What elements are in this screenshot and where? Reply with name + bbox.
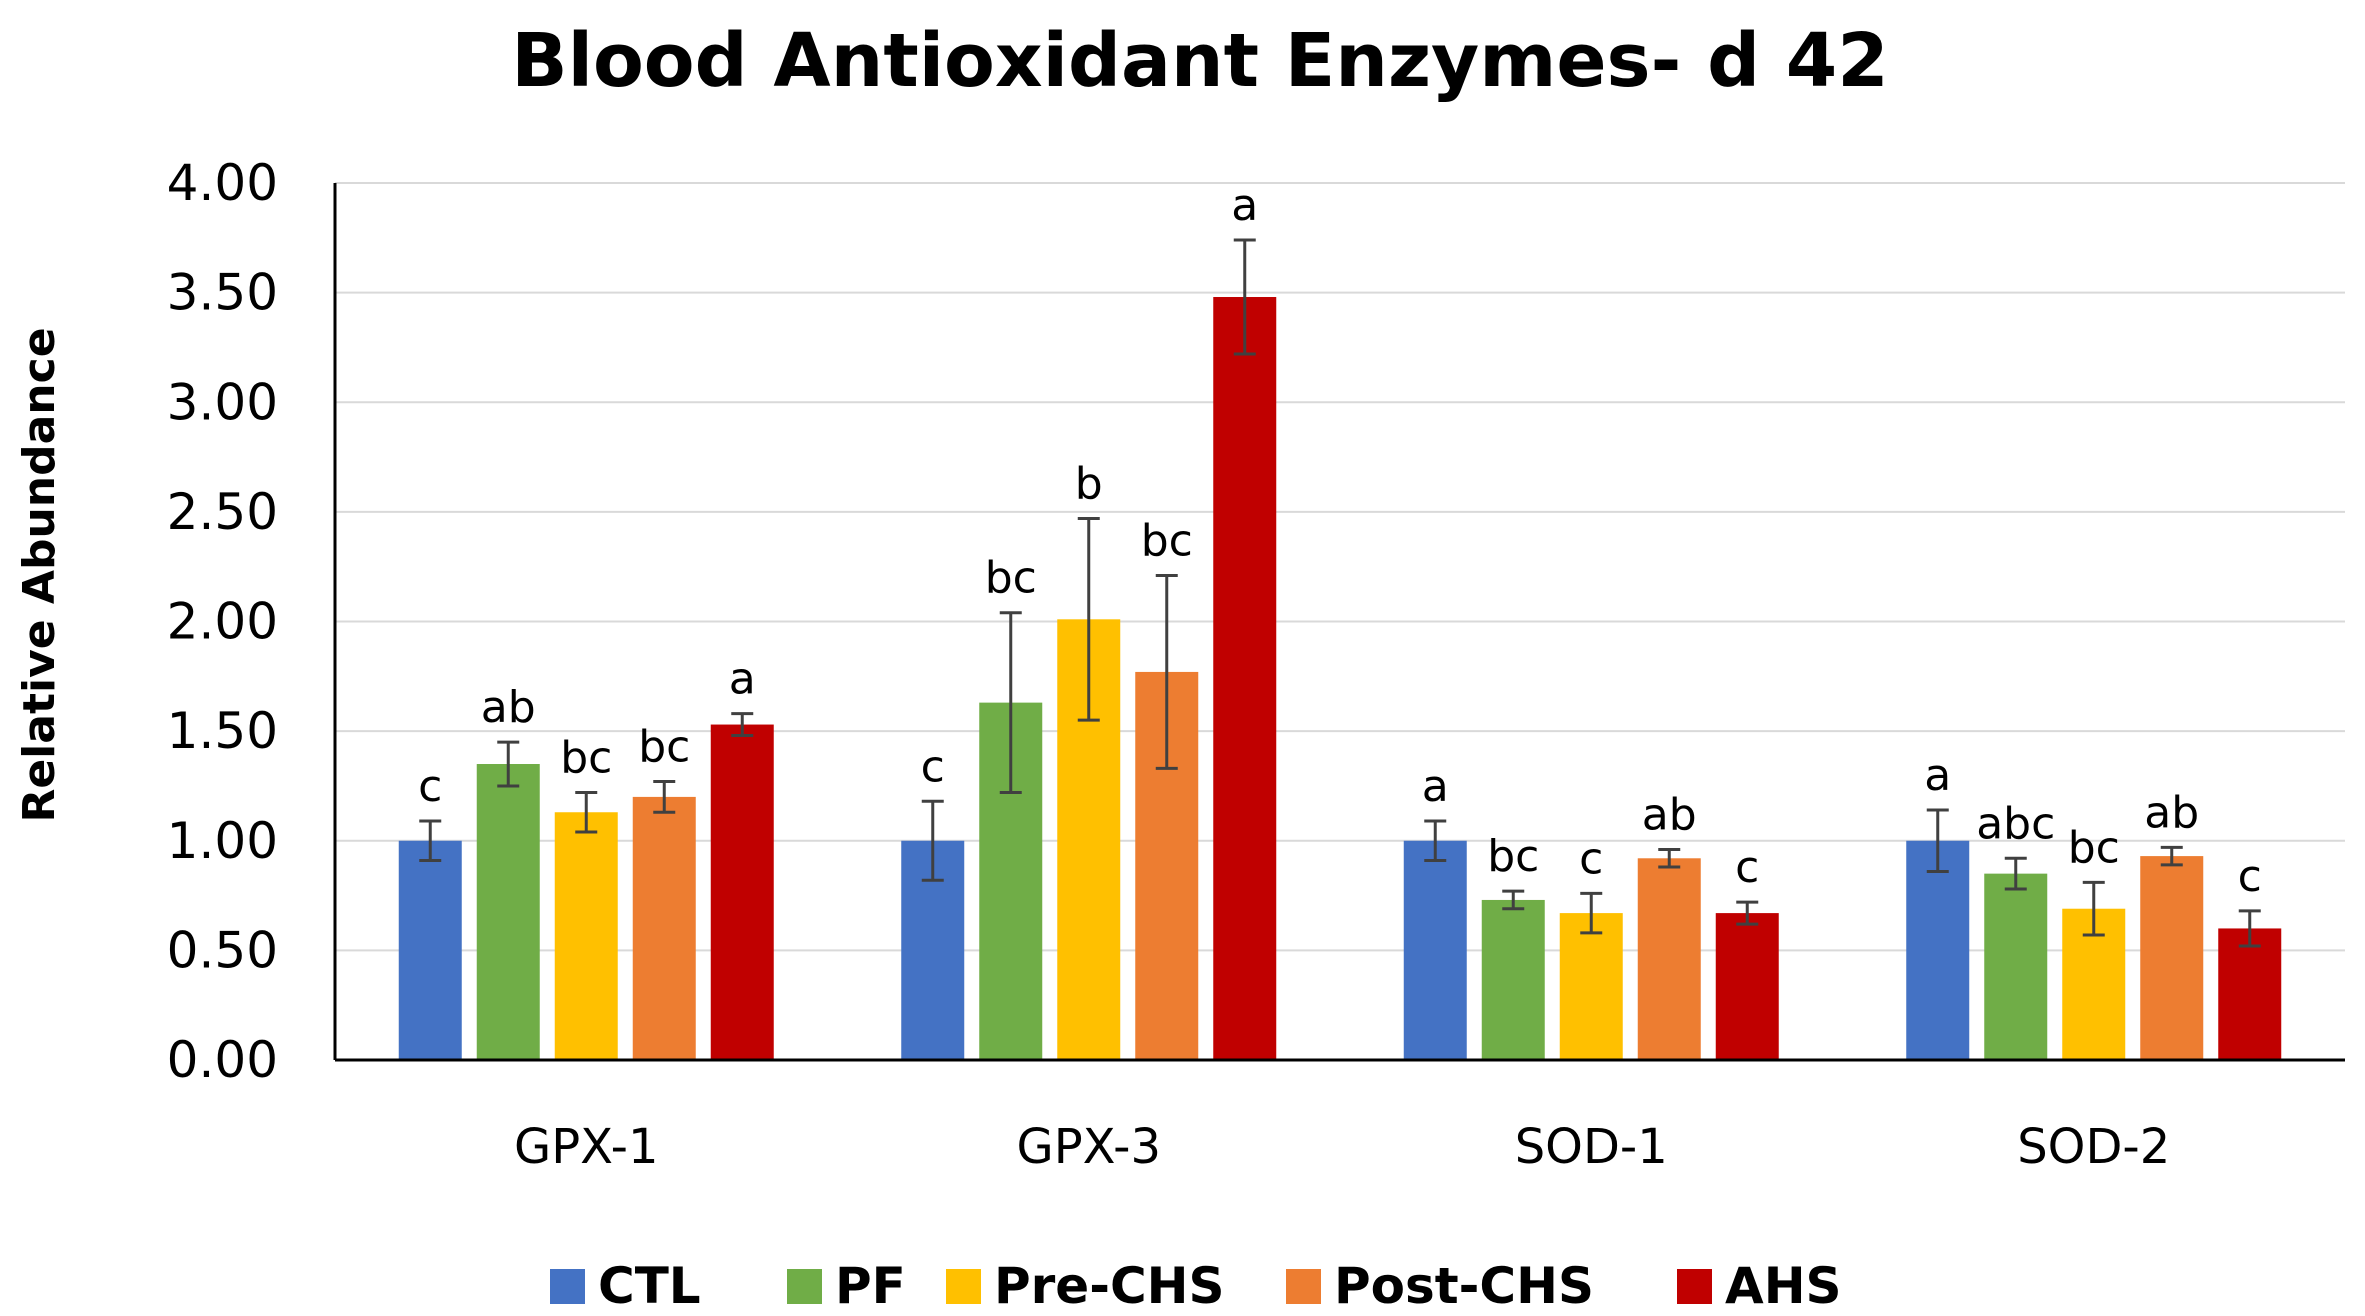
- significance-label: bc: [638, 722, 690, 773]
- significance-label: c: [1735, 842, 1759, 893]
- significance-label: c: [418, 761, 442, 812]
- bars: [398, 297, 2282, 1060]
- y-tick-label: 0.00: [167, 1031, 278, 1089]
- bar-post-chs-sod-1: [1637, 858, 1701, 1060]
- y-tick-label: 1.50: [167, 702, 278, 760]
- bar-pre-chs-sod-1: [1559, 913, 1623, 1060]
- y-tick-label: 0.50: [167, 921, 278, 979]
- bar-ctl-gpx-1: [398, 840, 462, 1060]
- legend-swatch-post-chs: [1286, 1269, 1321, 1304]
- bar-pre-chs-gpx-1: [554, 812, 618, 1060]
- legend-swatch-ctl: [550, 1269, 585, 1304]
- bar-ctl-sod-2: [1906, 840, 1970, 1060]
- bar-ahs-sod-2: [2218, 928, 2282, 1060]
- x-tick-label: SOD-1: [1515, 1119, 1668, 1175]
- significance-label: bc: [1487, 831, 1539, 882]
- significance-label: b: [1075, 458, 1103, 509]
- bar-pf-gpx-1: [476, 764, 540, 1060]
- significance-label: bc: [2068, 822, 2120, 873]
- axes: [333, 183, 2345, 1062]
- significance-label: ab: [481, 682, 536, 733]
- significance-label: bc: [985, 553, 1037, 604]
- significance-label: bc: [1141, 515, 1193, 566]
- significance-label: c: [2238, 851, 2262, 902]
- legend-label-ahs: AHS: [1725, 1257, 1842, 1315]
- significance-label: c: [1579, 833, 1603, 884]
- bar-ahs-sod-1: [1715, 913, 1779, 1060]
- significance-label: abc: [1976, 798, 2055, 849]
- bar-ahs-gpx-3: [1213, 297, 1277, 1060]
- y-tick-label: 3.00: [167, 373, 278, 431]
- significance-label: a: [1231, 180, 1258, 231]
- legend-swatch-ahs: [1677, 1269, 1712, 1304]
- significance-label: bc: [560, 733, 612, 784]
- y-tick-label: 4.00: [167, 154, 278, 212]
- bar-pf-sod-2: [1984, 873, 2048, 1060]
- legend-label-post-chs: Post-CHS: [1334, 1257, 1594, 1315]
- error-bars: [419, 238, 2261, 948]
- legend-label-pf: PF: [835, 1257, 906, 1315]
- chart-title: Blood Antioxidant Enzymes- d 42: [511, 18, 1889, 104]
- bar-ahs-gpx-1: [710, 724, 774, 1060]
- significance-label: ab: [2144, 787, 2199, 838]
- significance-label: ab: [1642, 790, 1697, 841]
- legend-label-pre-chs: Pre-CHS: [994, 1257, 1225, 1315]
- y-tick-label: 1.00: [167, 812, 278, 870]
- significance-label: a: [729, 654, 756, 705]
- bar-post-chs-gpx-1: [632, 796, 696, 1060]
- y-axis-ticks: 0.00 0.50 1.00 1.50 2.00 2.50 3.00 3.50 4.00: [167, 154, 278, 1089]
- y-tick-label: 3.50: [167, 264, 278, 322]
- y-tick-label: 2.00: [167, 593, 278, 651]
- y-tick-label: 2.50: [167, 483, 278, 541]
- legend-swatch-pre-chs: [946, 1269, 981, 1304]
- x-tick-label: GPX-1: [514, 1119, 659, 1175]
- x-axis-ticks: GPX-1 GPX-3 SOD-1 SOD-2: [514, 1119, 2170, 1175]
- x-tick-label: SOD-2: [2017, 1119, 2170, 1175]
- legend: CTL PF Pre-CHS Post-CHS AHS: [550, 1257, 1842, 1315]
- bar-post-chs-sod-2: [2140, 856, 2204, 1060]
- significance-label: a: [1924, 750, 1951, 801]
- significance-label: c: [921, 741, 945, 792]
- significance-label: a: [1422, 761, 1449, 812]
- legend-swatch-pf: [787, 1269, 822, 1304]
- y-axis-label: Relative Abundance: [14, 327, 65, 822]
- bar-ctl-sod-1: [1403, 840, 1467, 1060]
- legend-label-ctl: CTL: [598, 1257, 701, 1315]
- x-tick-label: GPX-3: [1017, 1119, 1162, 1175]
- bar-pf-sod-1: [1481, 899, 1545, 1060]
